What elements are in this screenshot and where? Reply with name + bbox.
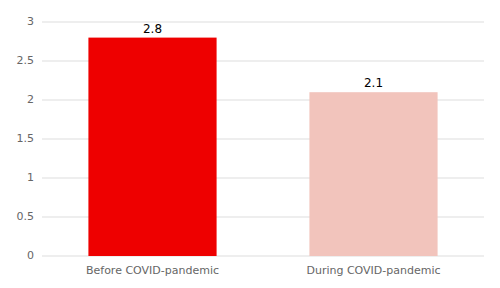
y-tick-label: 3 <box>27 15 34 28</box>
bars <box>88 38 437 256</box>
data-labels: 2.8 2.1 <box>143 22 383 91</box>
grid <box>42 22 484 256</box>
bar <box>309 92 437 256</box>
x-axis: Before COVID-pandemic During COVID-pandem… <box>86 264 441 277</box>
y-tick-label: 0.5 <box>17 210 35 223</box>
y-tick-label: 0 <box>27 249 34 262</box>
x-tick-label: Before COVID-pandemic <box>86 264 219 277</box>
y-tick-label: 2 <box>27 93 34 106</box>
y-tick-label: 2.5 <box>17 54 35 67</box>
bar <box>88 38 216 256</box>
data-label: 2.1 <box>364 76 383 90</box>
chart-container: 0 0.5 1 1.5 2 2.5 3 2.8 2.1 Before COVID-pandemic… <box>0 0 500 288</box>
grid-line <box>42 22 484 23</box>
data-label: 2.8 <box>143 22 162 36</box>
y-tick-label: 1.5 <box>17 132 35 145</box>
y-tick-label: 1 <box>27 171 34 184</box>
chart-svg: 0 0.5 1 1.5 2 2.5 3 2.8 2.1 Before COVID-pandemic… <box>0 0 500 288</box>
y-axis: 0 0.5 1 1.5 2 2.5 3 <box>17 15 35 262</box>
x-tick-label: During COVID-pandemic <box>306 264 440 277</box>
